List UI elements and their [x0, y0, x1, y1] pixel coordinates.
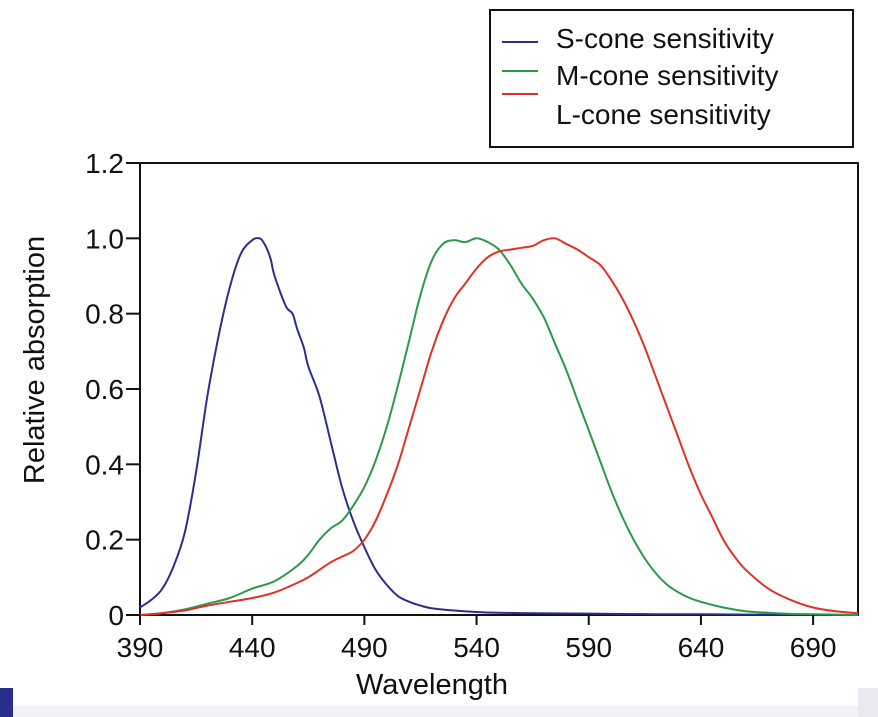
y-tick-label: 0.8 — [85, 299, 124, 330]
legend-label-l-cone: L-cone sensitivity — [556, 99, 771, 130]
legend-box — [489, 9, 854, 148]
corner-accent-right — [858, 688, 878, 717]
y-tick-label: 0 — [108, 600, 124, 631]
m-cone-line — [139, 237, 859, 616]
x-tick-label: 490 — [341, 632, 388, 663]
y-axis: 0 0.2 0.4 0.6 0.8 1.0 1.2 — [85, 148, 140, 631]
y-tick-label: 1.0 — [85, 223, 124, 254]
x-tick-label: 540 — [453, 632, 500, 663]
x-tick-label: 640 — [678, 632, 725, 663]
bottom-strip — [13, 706, 858, 717]
y-tick-label: 0.4 — [85, 449, 124, 480]
y-tick-label: 0.6 — [85, 374, 124, 405]
legend: S-cone sensitivity M-cone sensitivity L-… — [489, 9, 854, 148]
x-axis: 390 440 490 540 590 640 690 — [117, 615, 837, 663]
corner-accent-left — [0, 688, 13, 717]
series-layer — [139, 237, 859, 617]
x-tick-label: 690 — [790, 632, 837, 663]
legend-label-m-cone: M-cone sensitivity — [556, 60, 779, 91]
y-axis-title: Relative absorption — [19, 236, 51, 484]
y-tick-label: 1.2 — [85, 148, 124, 179]
x-axis-title: Wavelength — [356, 669, 508, 701]
x-tick-label: 390 — [117, 632, 164, 663]
l-cone-line — [139, 237, 859, 616]
legend-label-s-cone: S-cone sensitivity — [556, 23, 774, 54]
y-tick-label: 0.2 — [85, 525, 124, 556]
x-tick-label: 590 — [565, 632, 612, 663]
x-tick-label: 440 — [229, 632, 276, 663]
plot-frame — [139, 162, 859, 616]
s-cone-line — [139, 237, 859, 617]
